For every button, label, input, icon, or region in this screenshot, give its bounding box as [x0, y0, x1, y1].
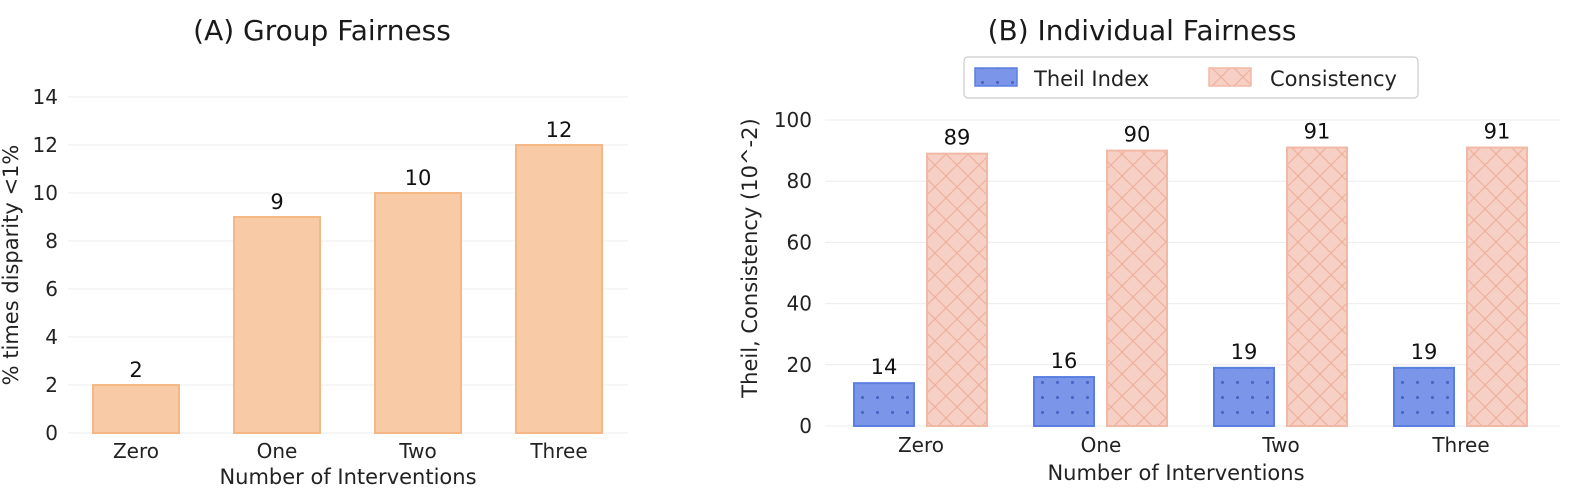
panel-a-data-label: 12	[546, 118, 573, 142]
panel-b-bar-consistency-two	[1286, 146, 1348, 427]
panel-a-xtick: Two	[398, 439, 437, 463]
panel-a-bar-one	[233, 216, 321, 434]
panel-a-bar-three	[515, 144, 603, 434]
panel-b-xtick: Three	[1431, 433, 1489, 457]
panel-b-ytick: 20	[787, 353, 812, 377]
panel-a-ytick: 14	[33, 85, 58, 109]
panel-b-bar-theil-index-one	[1033, 376, 1095, 428]
panel-b-data-label: 90	[1124, 123, 1151, 147]
panel-b-bar-consistency-one	[1106, 149, 1168, 427]
panel-a-xtick: One	[257, 439, 298, 463]
panel-b-data-label: 14	[871, 355, 898, 379]
panel-b-ytick: 40	[787, 292, 812, 316]
panel-b-data-label: 19	[1411, 340, 1438, 364]
panel-a-bar-two	[374, 192, 462, 434]
panel-a-ytick: 4	[45, 325, 58, 349]
panel-b-bar-consistency-three	[1466, 146, 1528, 427]
panel-a-ylabel: % times disparity <1%	[0, 145, 23, 386]
panel-a-ytick: 12	[33, 133, 58, 157]
legend: Theil Index Consistency	[963, 56, 1419, 99]
panel-a-ytick: 6	[45, 277, 58, 301]
panel-b-bar-consistency-zero	[926, 152, 988, 427]
panel-a-data-label: 10	[405, 166, 432, 190]
panel-a-xtick: Three	[529, 439, 587, 463]
panel-b-bar-theil-index-zero	[853, 382, 915, 428]
panel-a-xtick: Zero	[113, 439, 159, 463]
panel-b-ytick: 0	[799, 414, 812, 438]
panel-b-ytick: 100	[774, 108, 812, 132]
panel-b-xtick: One	[1081, 433, 1122, 457]
panel-a-title: (A) Group Fairness	[193, 14, 451, 47]
panel-b-xtick: Two	[1261, 433, 1300, 457]
panel-a-ytick: 8	[45, 229, 58, 253]
panel-a-xlabel: Number of Interventions	[219, 465, 476, 489]
panel-b-data-label: 91	[1304, 120, 1331, 144]
panel-a-ytick: 2	[45, 373, 58, 397]
legend-swatch-consistency	[1208, 67, 1252, 87]
panel-b-title: (B) Individual Fairness	[988, 14, 1297, 47]
panel-a-ytick: 10	[33, 181, 58, 205]
panel-b-bar-theil-index-two	[1213, 366, 1275, 427]
panel-a: (A) Group Fairness 0 2 4 6 8 10 12 14 Zero One Tw…	[0, 14, 628, 489]
panel-b-ytick: 80	[787, 169, 812, 193]
legend-label-consistency: Consistency	[1270, 67, 1397, 91]
panel-b-bar-theil-index-three	[1393, 366, 1455, 427]
panel-a-data-label: 2	[129, 358, 142, 382]
panel-b-xlabel: Number of Interventions	[1047, 461, 1304, 485]
panel-b-data-label: 91	[1484, 120, 1511, 144]
panel-a-ytick: 0	[45, 421, 58, 445]
panel-b-data-label: 89	[944, 126, 971, 150]
panel-a-data-label: 9	[270, 190, 283, 214]
legend-label-theil: Theil Index	[1033, 67, 1149, 91]
panel-b-ylabel: Theil, Consistency (10^-2)	[738, 118, 762, 398]
panel-b-xtick: Zero	[898, 433, 944, 457]
legend-swatch-theil	[974, 67, 1018, 87]
panel-a-bar-zero	[92, 384, 180, 434]
panel-b-ytick: 60	[787, 230, 812, 254]
legend-box	[963, 56, 1419, 99]
panel-b-data-label: 16	[1051, 349, 1078, 373]
panel-b: (B) Individual Fairness Theil Index Cons…	[738, 14, 1560, 485]
panel-b-data-label: 19	[1231, 340, 1258, 364]
